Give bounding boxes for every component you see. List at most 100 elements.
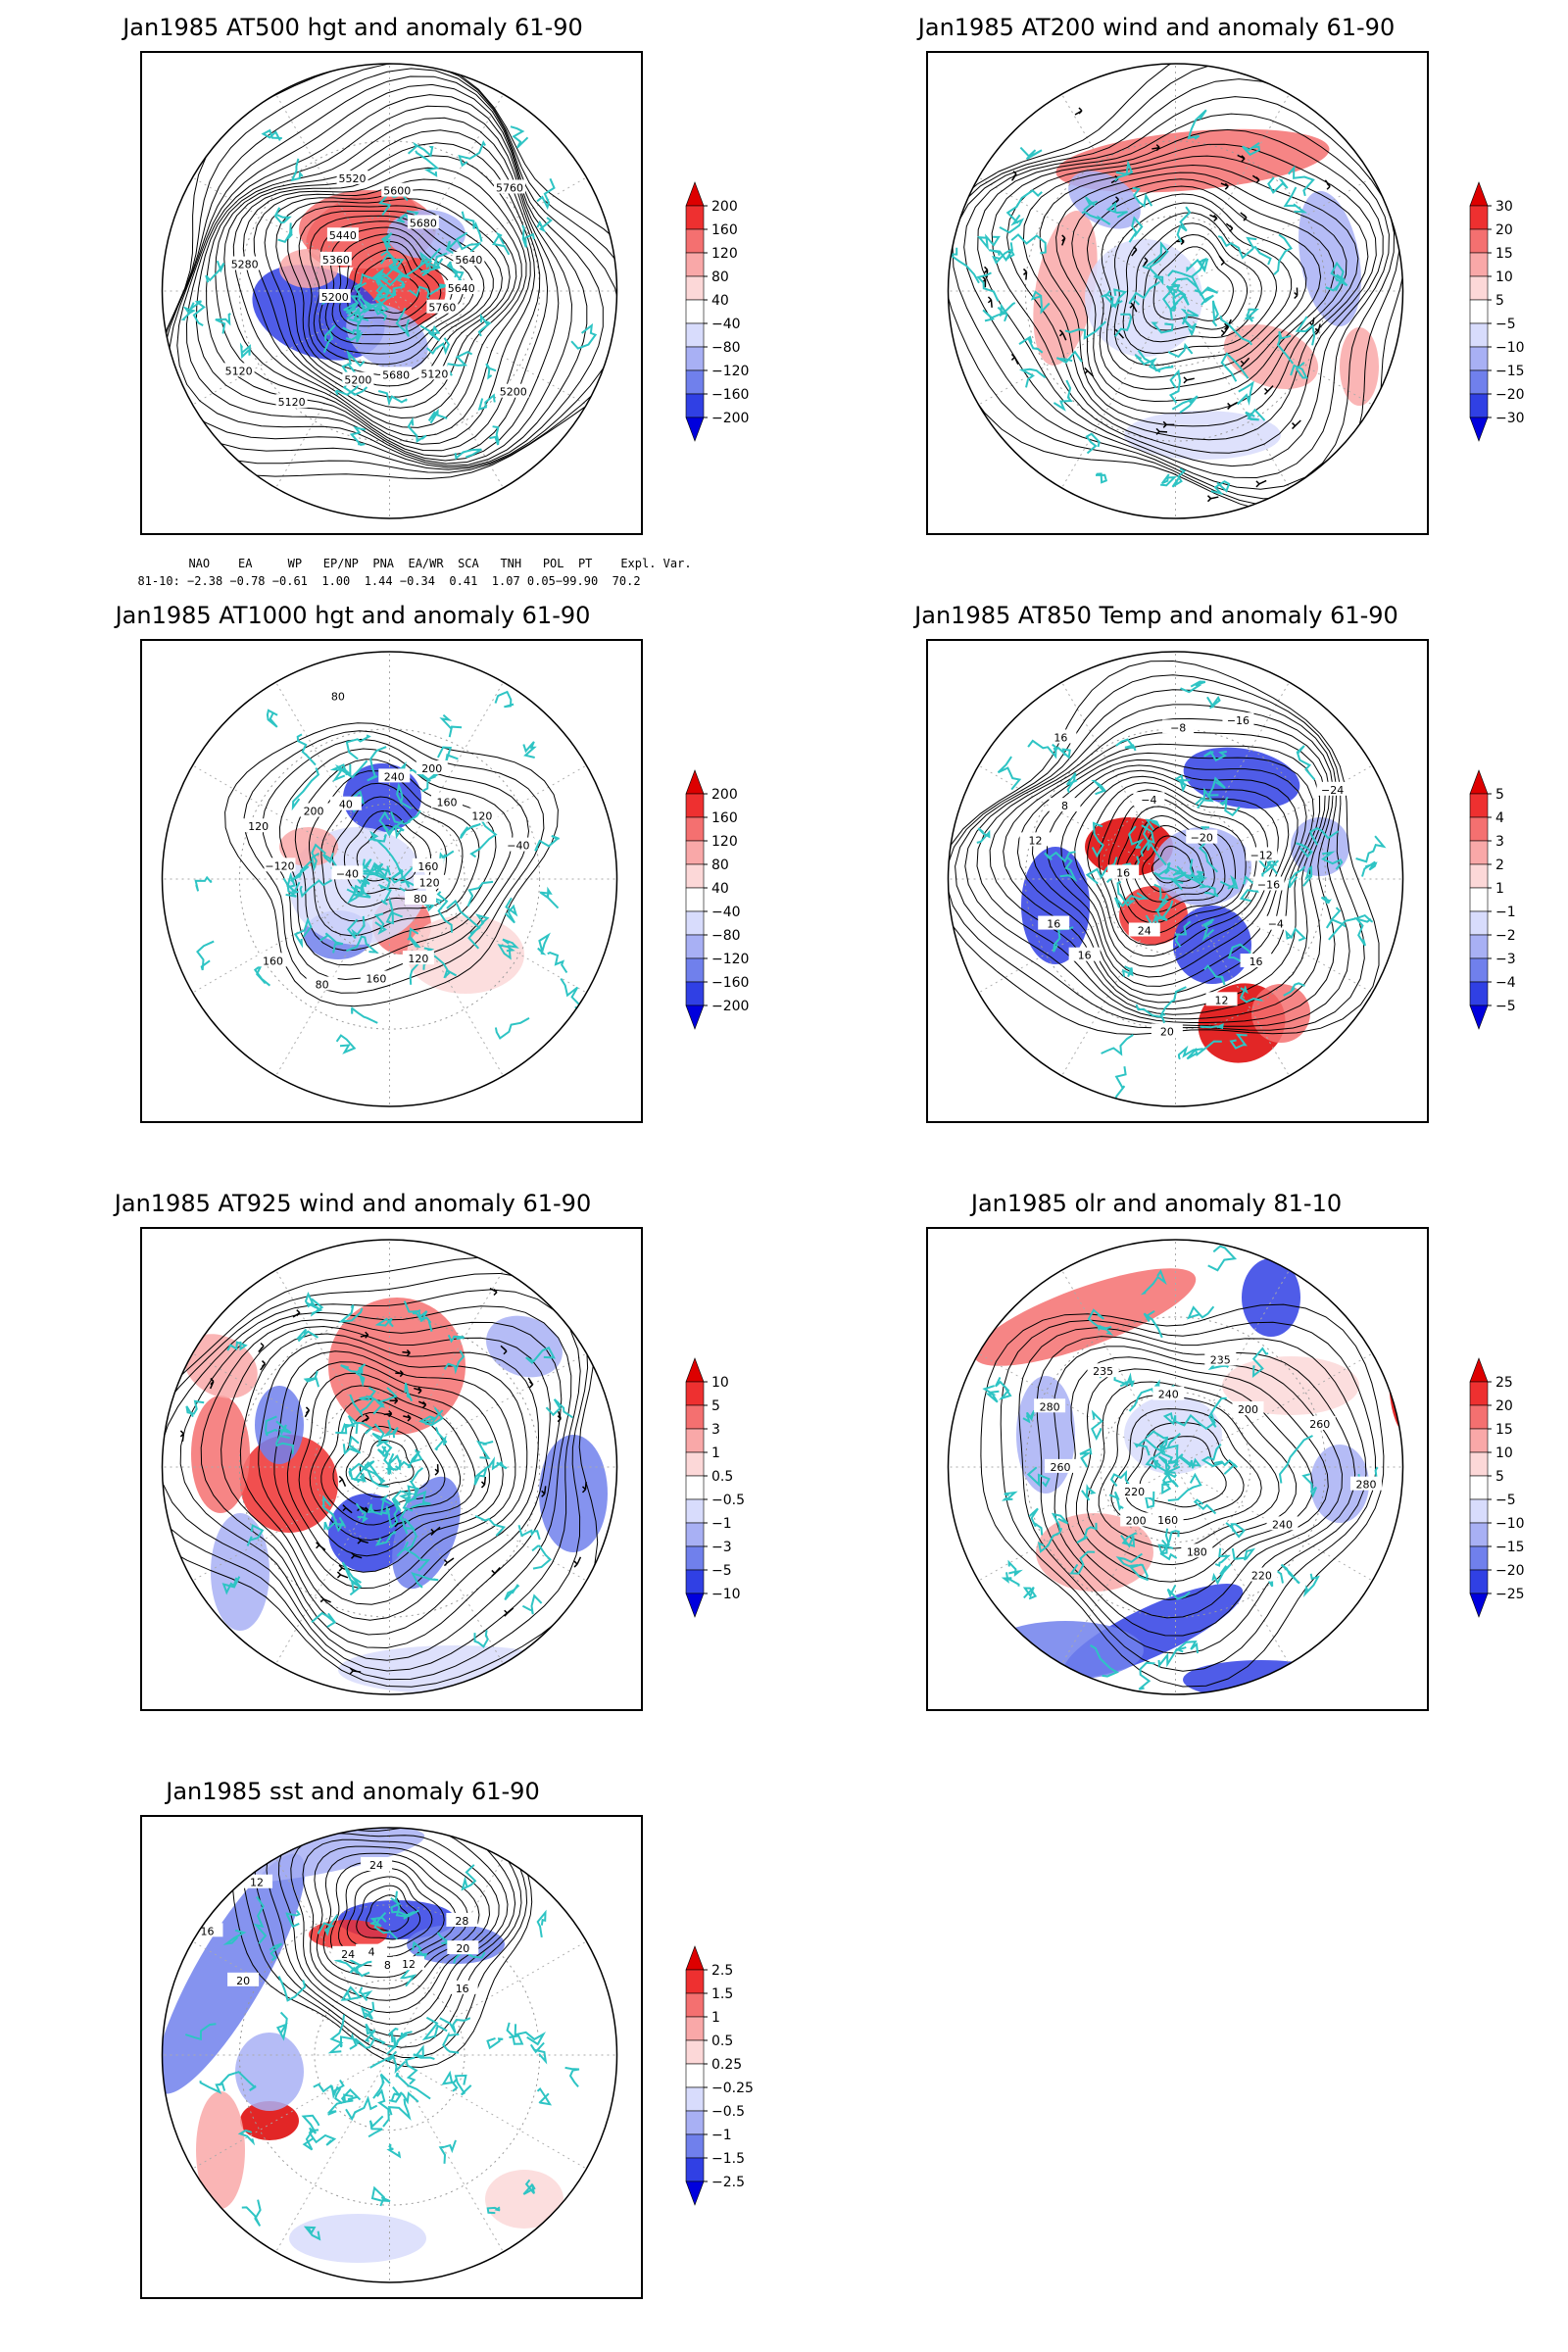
colorbar-cap-top <box>685 181 705 207</box>
colorbar-tick-label: −120 <box>711 364 749 379</box>
colorbar-svg: 5 4 3 2 1 −1 −2 −3 −4 −5 <box>1469 769 1516 1030</box>
coastline <box>342 1435 362 1455</box>
colorbar-svg: 200 160 120 80 40 −40 −80 −120 −160 −200 <box>685 769 749 1030</box>
wind-arrow <box>1058 329 1067 341</box>
contour-line <box>308 770 480 937</box>
colorbar-tick-label: −10 <box>711 1587 741 1602</box>
contour-label: 5520 <box>339 172 367 185</box>
panel-title: Jan1985 olr and anomaly 81-10 <box>970 1190 1343 1217</box>
colorbar-tick-label: 25 <box>1495 1375 1513 1391</box>
coastline <box>388 2092 402 2103</box>
anomaly-shading <box>1389 1317 1403 1435</box>
contour-label-bg <box>360 970 392 985</box>
contour-label-bg <box>1152 1511 1184 1526</box>
coastline <box>1101 1034 1134 1056</box>
contour-label: 16 <box>1078 950 1092 962</box>
wind-arrow <box>500 1345 508 1355</box>
anomaly-shading <box>485 2170 564 2229</box>
coastline <box>373 912 387 935</box>
coastline <box>1132 186 1153 208</box>
coastline <box>377 390 408 406</box>
anomaly-shading <box>328 1298 466 1435</box>
contour-label: 20 <box>456 1942 469 1955</box>
colorbar-tick-label: −1.5 <box>711 2151 745 2167</box>
coastline <box>1180 1456 1201 1469</box>
coastline <box>215 313 231 334</box>
coastline <box>1261 853 1280 884</box>
contour-label: 80 <box>331 690 345 703</box>
wind-arrow <box>1209 214 1218 222</box>
coastline <box>1007 1559 1023 1578</box>
coastline <box>485 363 497 380</box>
contour-label: 160 <box>437 796 458 808</box>
colorbar-cap-bottom <box>685 1004 705 1030</box>
contour-line <box>298 1372 490 1557</box>
contour-label: 16 <box>451 1817 465 1818</box>
contour-label: 5600 <box>383 185 411 198</box>
coastline <box>1085 857 1118 885</box>
wind-arrow <box>480 1476 487 1489</box>
contour-line <box>1098 1395 1280 1549</box>
coastline <box>469 814 498 858</box>
anomaly-shading <box>392 1476 461 1590</box>
coastline <box>354 2036 386 2049</box>
coastline <box>1227 943 1251 963</box>
coastline <box>390 867 405 884</box>
wind-arrow <box>1162 420 1175 428</box>
map-plot <box>161 1239 618 1695</box>
coastline <box>1030 290 1051 315</box>
colorbar-tick-label: 2.5 <box>711 1963 733 1979</box>
coastline <box>1022 1587 1038 1600</box>
coastline <box>361 2001 375 2020</box>
coastline <box>494 690 514 709</box>
coastline <box>1114 313 1133 337</box>
coastline <box>1159 1438 1179 1467</box>
coastline <box>407 927 421 949</box>
coastline <box>1203 750 1227 762</box>
anomaly-shading <box>1183 1660 1340 1694</box>
wind-arrow <box>361 1414 369 1423</box>
coastline <box>536 1909 547 1938</box>
map-frame <box>140 1227 643 1711</box>
coastline <box>439 2017 471 2034</box>
coastline <box>1138 1661 1155 1690</box>
coastline <box>345 2095 378 2122</box>
coastline <box>269 1942 283 1962</box>
contour-label: 160 <box>366 972 386 985</box>
wind-arrow <box>292 1309 301 1318</box>
colorbar-segment <box>685 299 705 324</box>
coastline <box>404 2056 418 2085</box>
contour-label: 12 <box>1029 834 1043 847</box>
colorbar-tick-label: 160 <box>711 810 738 826</box>
coastline <box>497 944 515 960</box>
colorbar-segment <box>1469 322 1489 348</box>
anomaly-shading <box>407 915 524 994</box>
wind-arrow <box>1010 353 1019 365</box>
contour-label-bg <box>446 1912 478 1927</box>
coastline <box>1090 1644 1119 1678</box>
coastline <box>335 1034 357 1054</box>
colorbar-segment <box>685 887 705 912</box>
map-boundary <box>161 651 618 1107</box>
coastline <box>1069 1550 1096 1575</box>
coastline <box>403 1541 431 1572</box>
meridian-line <box>389 290 587 406</box>
map-frame: 80 160 −40 −120 120 200 40 80 240 200 160 120 −40 160… <box>140 639 643 1123</box>
panel-at850-temp: Jan1985 AT850 Temp and anomaly 61-90 16 1… <box>784 588 1568 1176</box>
colorbar-cap-top <box>1469 769 1489 795</box>
contour-line <box>1016 752 1315 1004</box>
colorbar: 200 160 120 80 40 −40 −80 −120 −160 −200 <box>685 760 872 1035</box>
wind-arrow <box>1314 323 1321 335</box>
coastline <box>1182 317 1198 336</box>
meridian-line <box>389 681 504 880</box>
colorbar-tick-label: −200 <box>711 999 749 1014</box>
contour-label-bg <box>1259 915 1292 930</box>
coastline <box>376 2088 390 2128</box>
coastline <box>1320 896 1332 905</box>
contour-label: 80 <box>316 979 329 992</box>
contour-label-bg <box>1045 729 1077 744</box>
coastline <box>387 2098 412 2121</box>
panel-at1000-hgt: Jan1985 AT1000 hgt and anomaly 61-90 80 1… <box>0 588 784 1176</box>
coastline <box>386 2143 402 2159</box>
coastline <box>275 1434 295 1454</box>
